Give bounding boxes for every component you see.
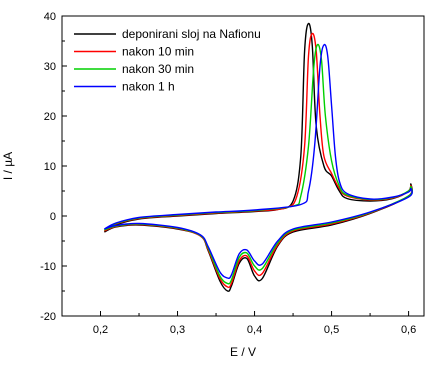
y-tick-label: 40 xyxy=(44,11,56,23)
legend-label: nakon 10 min xyxy=(122,45,194,59)
legend-label: deponirani sloj na Nafionu xyxy=(122,27,261,41)
y-axis-label: I / µA xyxy=(1,152,15,180)
y-tick-label: -20 xyxy=(40,311,56,323)
y-tick-label: 10 xyxy=(44,161,56,173)
legend-label: nakon 30 min xyxy=(122,62,194,76)
x-axis-label: E / V xyxy=(230,345,256,359)
plot-frame xyxy=(61,15,425,317)
series-4 xyxy=(104,43,413,280)
y-tick-label: 0 xyxy=(50,211,56,223)
legend: deponirani sloj na Nafionu nakon 10 min na… xyxy=(74,27,261,94)
x-tick-label: 0,2 xyxy=(93,324,108,336)
series-cathodic-line xyxy=(104,187,413,280)
series-anodic-line xyxy=(104,43,412,230)
x-tick-label: 0,3 xyxy=(170,324,185,336)
x-tick-label: 0,5 xyxy=(324,324,339,336)
x-tick-label: 0,4 xyxy=(247,324,262,336)
y-tick-label: 20 xyxy=(44,111,56,123)
axis-ticks: 0,2 0,3 0,4 0,5 0,6 -20 -10 0 10 20 30 40 xyxy=(40,11,416,336)
x-tick-label: 0,6 xyxy=(401,324,416,336)
series-layer xyxy=(104,22,413,292)
y-tick-label: 30 xyxy=(44,61,56,73)
y-tick-label: -10 xyxy=(40,261,56,273)
legend-label: nakon 1 h xyxy=(122,80,175,94)
